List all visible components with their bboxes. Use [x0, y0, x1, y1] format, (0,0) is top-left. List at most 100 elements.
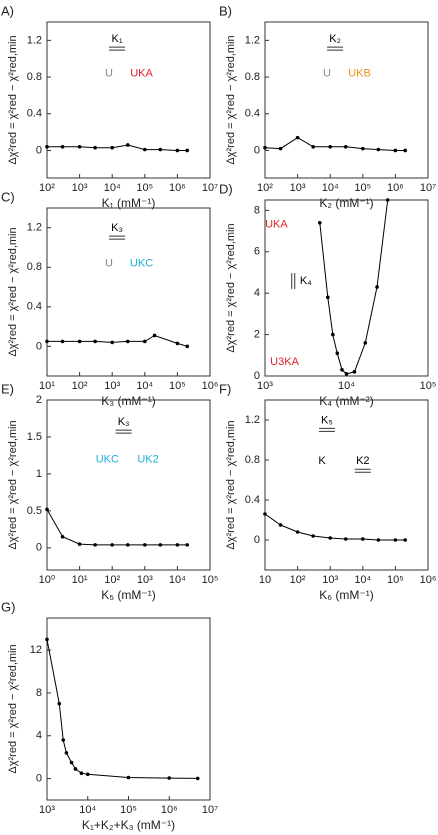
y-tick-label: 1.2: [27, 34, 42, 46]
x-tick-label: 10⁶: [387, 182, 404, 194]
x-tick-label: 10⁶: [169, 182, 186, 194]
y-tick-label: 2: [36, 394, 42, 406]
x-tick-label: 10⁴: [354, 574, 371, 586]
data-point: [393, 148, 398, 153]
data-point: [57, 701, 62, 706]
x-tick-label: 10³: [257, 380, 273, 392]
data-point: [69, 760, 74, 765]
annotation: K₃: [111, 222, 123, 234]
x-tick-label: 10⁵: [202, 574, 219, 586]
x-axis-label: K₃ (mM⁻¹): [101, 394, 156, 408]
x-tick-label: 10²: [72, 380, 88, 392]
y-axis-label: Δχ²red = χ²red − χ²red,min: [225, 420, 237, 549]
data-point: [77, 542, 82, 546]
y-tick-label: 4: [254, 287, 260, 299]
x-axis-label: K₅ (mM⁻¹): [101, 588, 156, 602]
data-point: [77, 145, 82, 149]
data-point: [93, 543, 97, 547]
x-tick-label: 10³: [290, 182, 306, 194]
x-tick-label: 10³: [39, 804, 55, 816]
y-axis-label: Δχ²red = χ²red − χ²red,min: [225, 35, 237, 164]
x-tick-label: 10⁵: [120, 804, 137, 816]
annotation: U: [105, 67, 113, 79]
x-tick-label: 10¹: [72, 574, 88, 586]
x-axis-label: K₂ (mM⁻¹): [319, 196, 373, 210]
y-tick-label: 0.8: [245, 454, 260, 466]
x-tick-label: 10⁷: [420, 182, 436, 194]
data-point: [143, 339, 147, 344]
x-tick-label: 10⁶: [161, 804, 178, 816]
y-tick-label: 0.4: [27, 301, 42, 313]
data-point: [376, 538, 381, 542]
x-tick-label: 10⁵: [387, 574, 404, 586]
data-point: [110, 340, 114, 345]
y-tick-label: 0: [36, 542, 42, 554]
x-tick-label: 10²: [290, 574, 306, 586]
y-axis-label: Δχ²red = χ²red − χ²red,min: [225, 223, 237, 352]
x-tick-label: 10⁴: [338, 380, 355, 392]
y-axis-label: Δχ²red = χ²red − χ²red,min: [7, 420, 19, 549]
y-tick-label: 0.4: [27, 108, 42, 120]
data-point: [344, 372, 349, 376]
data-point: [335, 351, 340, 356]
x-tick-label: 10⁷: [202, 804, 218, 816]
data-point: [311, 534, 315, 538]
x-tick-label: 10⁵: [354, 182, 371, 194]
data-point: [175, 543, 180, 547]
x-tick-label: 10⁰: [39, 574, 56, 586]
data-point: [158, 147, 163, 152]
data-point: [79, 771, 84, 776]
data-point: [326, 295, 330, 300]
data-point: [263, 512, 267, 516]
data-point: [361, 146, 365, 151]
data-point: [93, 339, 97, 344]
data-point: [375, 285, 379, 289]
data-point: [393, 538, 398, 542]
data-point: [152, 333, 157, 338]
x-axis-label: K₁ (mM⁻¹): [102, 196, 156, 210]
x-tick-label: 10¹: [39, 380, 55, 392]
data-point: [343, 145, 348, 149]
y-tick-label: 1.2: [27, 222, 42, 234]
data-point: [45, 637, 49, 642]
annotation: UKB: [348, 67, 371, 79]
data-point: [352, 370, 357, 374]
annotation: UKA: [130, 67, 153, 79]
y-tick-label: 8: [254, 204, 260, 216]
annotation: K₅: [321, 414, 333, 426]
y-axis-label: Δχ²red = χ²red − χ²red,min: [7, 644, 19, 773]
data-point: [45, 145, 49, 149]
data-point: [77, 339, 82, 344]
panel-label: B): [219, 3, 232, 18]
plot-frame: [264, 199, 429, 377]
y-tick-label: 0: [254, 370, 260, 382]
x-tick-label: 10³: [72, 182, 88, 194]
x-tick-label: 10⁶: [202, 380, 219, 392]
x-tick-label: 10⁷: [202, 182, 218, 194]
data-line: [319, 199, 389, 375]
annotation: K2: [356, 455, 369, 467]
data-point: [175, 341, 180, 346]
data-point: [361, 537, 365, 541]
data-point: [60, 534, 65, 539]
x-tick-label: 10³: [322, 574, 338, 586]
x-tick-label: 10²: [104, 574, 120, 586]
x-tick-label: 10³: [104, 380, 120, 392]
y-tick-label: 4: [36, 730, 42, 742]
data-point: [125, 339, 130, 344]
panel-label: E): [1, 381, 14, 396]
data-point: [343, 537, 348, 541]
x-tick-label: 10²: [257, 182, 273, 194]
data-point: [60, 339, 65, 344]
x-tick-label: 10⁶: [420, 574, 437, 586]
data-line: [46, 639, 198, 779]
y-tick-label: 2: [254, 328, 260, 340]
y-tick-label: 0: [36, 144, 42, 156]
data-point: [278, 523, 283, 527]
data-point: [158, 543, 163, 547]
x-tick-label: 10⁵: [420, 380, 437, 392]
y-tick-label: 0: [254, 534, 260, 546]
y-tick-label: 12: [30, 644, 42, 656]
data-point: [61, 738, 66, 742]
